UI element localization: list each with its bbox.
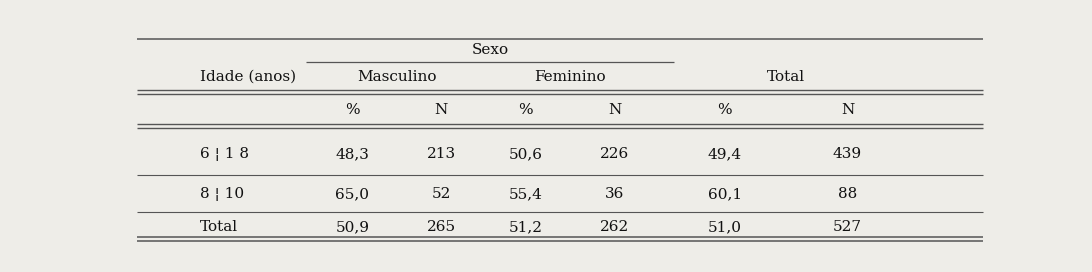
Text: 88: 88 [838,187,857,201]
Text: Sexo: Sexo [472,43,509,57]
Text: 226: 226 [600,147,629,161]
Text: %: % [519,103,533,117]
Text: 51,2: 51,2 [509,220,543,234]
Text: N: N [435,103,448,117]
Text: N: N [841,103,854,117]
Text: 50,6: 50,6 [509,147,543,161]
Text: Feminino: Feminino [534,70,606,84]
Text: 213: 213 [427,147,455,161]
Text: 527: 527 [833,220,862,234]
Text: %: % [345,103,359,117]
Text: 36: 36 [605,187,625,201]
Text: 439: 439 [833,147,862,161]
Text: 52: 52 [431,187,451,201]
Text: %: % [717,103,732,117]
Text: 6 ¦ 1 8: 6 ¦ 1 8 [200,147,249,161]
Text: 51,0: 51,0 [708,220,741,234]
Text: 262: 262 [600,220,629,234]
Text: 55,4: 55,4 [509,187,543,201]
Text: Idade (anos): Idade (anos) [200,70,296,84]
Text: 60,1: 60,1 [708,187,741,201]
Text: 49,4: 49,4 [708,147,741,161]
Text: 8 ¦ 10: 8 ¦ 10 [200,187,245,201]
Text: Total: Total [767,70,805,84]
Text: 265: 265 [427,220,455,234]
Text: 65,0: 65,0 [335,187,369,201]
Text: Total: Total [200,220,238,234]
Text: Masculino: Masculino [357,70,437,84]
Text: N: N [608,103,621,117]
Text: 50,9: 50,9 [335,220,369,234]
Text: 48,3: 48,3 [335,147,369,161]
